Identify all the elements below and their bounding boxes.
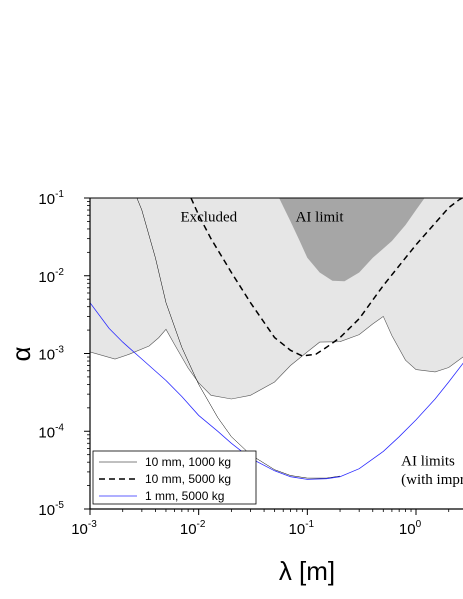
series-line-2 [190, 198, 463, 357]
x-tick-label-1: 10-2 [180, 519, 206, 538]
legend-box [92, 450, 257, 505]
legend-label-1: 10 mm, 1000 kg [145, 455, 231, 469]
x-axis-title: λ [m] [279, 556, 335, 586]
y-tick-label-4: 10-5 [38, 500, 64, 519]
series-line-1 [136, 198, 341, 479]
y-axis-title: α [6, 346, 36, 361]
plot-area [90, 198, 463, 480]
y-tick-label-0: 10-1 [38, 189, 64, 208]
y-tick-label-2: 10-3 [38, 345, 64, 364]
annotation-ai-limits-2: (with improv [401, 472, 463, 488]
annotation-excluded: Excluded [180, 209, 237, 225]
y-tick-label-3: 10-4 [38, 422, 64, 441]
x-tick-label-0: 10-3 [71, 519, 97, 538]
region-ai-limit [279, 198, 425, 282]
series-line-3 [90, 302, 463, 480]
x-tick-label-3: 100 [399, 519, 422, 538]
legend: 10 mm, 1000 kg 10 mm, 5000 kg 1 mm, 5000 k… [92, 450, 257, 505]
legend-label-2: 10 mm, 5000 kg [145, 472, 231, 486]
x-tick-label-2: 10-1 [289, 519, 315, 538]
annotation-ai-limit: AI limit [296, 209, 345, 225]
y-tick-label-1: 10-2 [38, 267, 64, 286]
annotation-ai-limits-1: AI limits [401, 454, 455, 470]
region-excluded [90, 198, 463, 399]
legend-label-3: 1 mm, 5000 kg [145, 489, 224, 503]
region-excluded-boundary [90, 315, 463, 400]
